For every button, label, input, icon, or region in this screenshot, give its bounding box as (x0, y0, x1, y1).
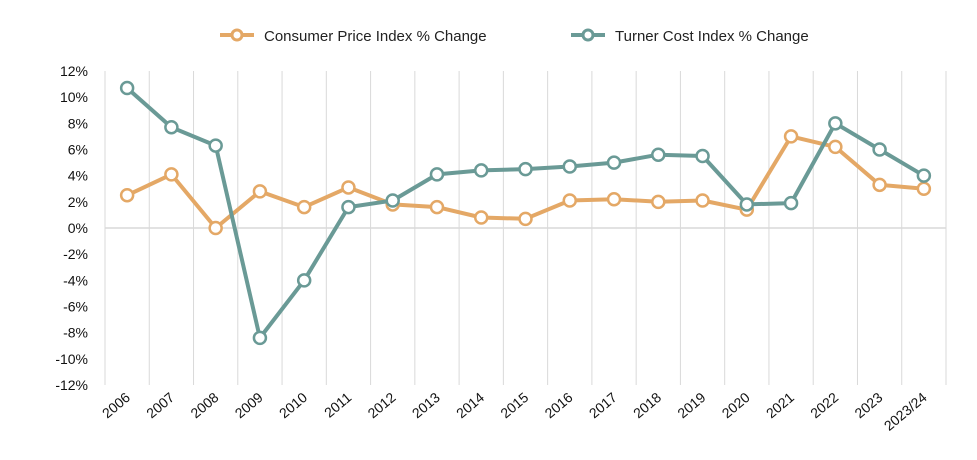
data-point (385, 193, 400, 208)
data-point (208, 138, 223, 153)
y-tick-label: 8% (68, 115, 88, 131)
x-tick-label: 2007 (143, 389, 177, 421)
data-point (119, 188, 135, 203)
data-point (828, 139, 843, 155)
x-tick-label: 2023 (851, 389, 885, 421)
data-point (473, 163, 489, 178)
data-point (119, 80, 135, 96)
y-tick-label: -4% (63, 272, 88, 288)
data-point (296, 273, 312, 288)
data-point (341, 199, 356, 215)
y-tick-label: 4% (68, 168, 88, 184)
y-tick-label: -2% (63, 246, 88, 262)
x-tick-label: 2012 (364, 389, 398, 421)
legend: Consumer Price Index % Change Turner Cos… (220, 28, 809, 45)
data-point (916, 181, 932, 196)
data-point (695, 148, 710, 164)
x-tick-label: 2014 (453, 389, 487, 421)
data-point (783, 195, 799, 211)
x-axis-ticks: 2006 2007 2008 2009 2010 2011 2012 2013 2014 2015… (99, 389, 930, 434)
x-tick-label: 2021 (763, 389, 797, 421)
y-tick-label: 10% (60, 89, 88, 105)
data-point (252, 184, 268, 199)
data-point (518, 211, 533, 227)
data-point (341, 180, 356, 195)
data-point (606, 155, 622, 170)
x-tick-label: 2015 (497, 389, 531, 421)
data-point (783, 129, 799, 144)
data-point (429, 199, 445, 215)
series-1 (119, 80, 932, 346)
y-tick-label: -8% (63, 325, 88, 341)
data-point (606, 191, 622, 207)
x-tick-label: 2020 (719, 389, 753, 421)
x-tick-label: 2013 (409, 389, 443, 421)
x-tick-label: 2010 (276, 389, 310, 421)
data-point (695, 193, 710, 208)
y-tick-label: 6% (68, 142, 88, 158)
data-point (296, 199, 312, 215)
x-tick-label: 2011 (321, 389, 355, 421)
data-point (562, 159, 578, 174)
data-point (872, 142, 887, 157)
x-tick-label: 2018 (630, 389, 664, 421)
data-point (651, 147, 666, 162)
data-point (164, 120, 179, 135)
legend-item-turner: Turner Cost Index % Change (571, 28, 809, 45)
y-axis-ticks: 12% 10% 8% 6% 4% 2% 0% -2% -4% -6% -8% -10% -12% (55, 63, 88, 393)
data-point (872, 177, 887, 193)
legend-marker-turner (581, 28, 595, 42)
data-point (473, 210, 489, 225)
y-tick-label: -12% (55, 377, 88, 393)
x-tick-label: 2006 (99, 389, 133, 421)
x-tick-label: 2008 (187, 389, 221, 421)
x-tick-label: 2023/24 (881, 389, 930, 434)
y-tick-label: 2% (68, 194, 88, 210)
axes (104, 71, 946, 385)
x-tick-label: 2017 (586, 389, 620, 421)
legend-item-cpi: Consumer Price Index % Change (220, 28, 487, 45)
legend-label-cpi: Consumer Price Index % Change (264, 28, 487, 45)
x-tick-label: 2022 (807, 389, 841, 421)
legend-label-turner: Turner Cost Index % Change (615, 28, 809, 45)
series-layer (119, 80, 932, 346)
y-tick-label: 0% (68, 220, 88, 236)
data-point (916, 168, 932, 183)
y-tick-label: -10% (55, 351, 88, 367)
data-point (828, 116, 843, 131)
x-tick-label: 2016 (542, 389, 576, 421)
data-point (208, 220, 223, 236)
series-0 (119, 129, 932, 236)
legend-marker-cpi (230, 28, 244, 42)
data-point (518, 161, 533, 177)
y-tick-label: -6% (63, 299, 88, 315)
data-point (562, 193, 578, 208)
x-tick-label: 2009 (232, 389, 266, 421)
data-point (252, 330, 268, 346)
data-point (164, 167, 179, 182)
data-point (651, 194, 666, 210)
data-point (739, 197, 755, 212)
y-tick-label: 12% (60, 63, 88, 79)
x-tick-label: 2019 (674, 389, 708, 421)
data-point (429, 167, 445, 182)
